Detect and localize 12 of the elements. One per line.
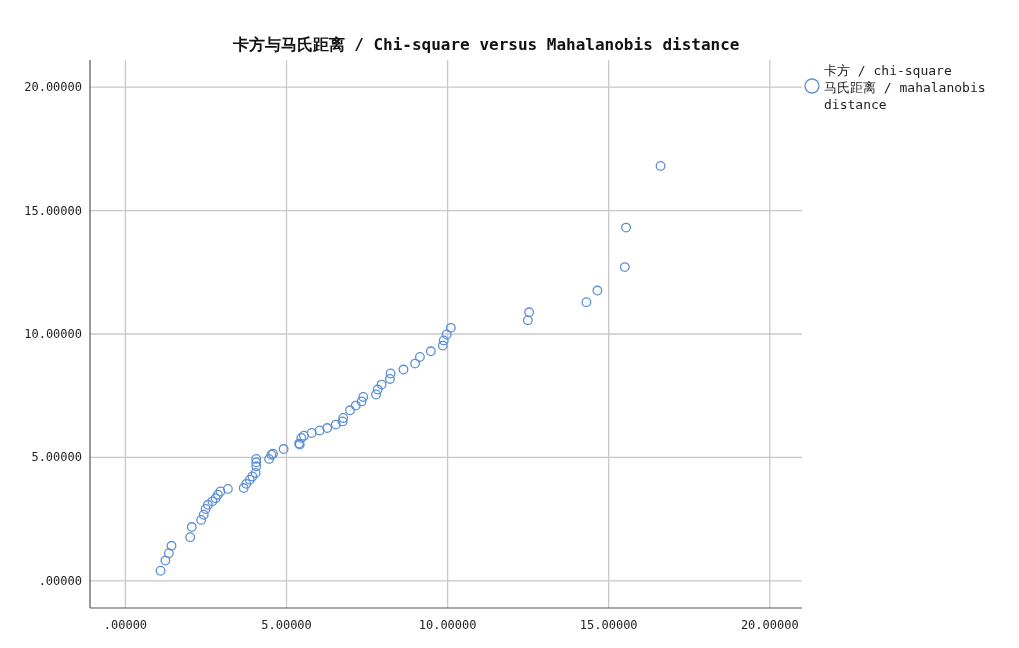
y-tick-label: 15.00000 <box>24 203 82 218</box>
x-tick-label: 10.00000 <box>418 618 477 632</box>
legend-label: 卡方 / chi-square 马氏距离 / mahalanobis distance <box>824 63 986 112</box>
x-tick-label: 5.00000 <box>261 618 312 632</box>
y-tick-label: 20.00000 <box>24 80 82 95</box>
chart-title: 卡方与马氏距离 / Chi-square versus Mahalanobis distance <box>231 35 740 54</box>
x-tick-label: .00000 <box>103 618 148 632</box>
x-tick-label: 20.00000 <box>740 618 799 632</box>
y-tick-label: 5.00000 <box>31 450 82 465</box>
y-tick-label: 10.00000 <box>24 327 82 341</box>
x-tick-label: 15.00000 <box>579 618 638 632</box>
y-tick-label: .00000 <box>38 573 82 588</box>
